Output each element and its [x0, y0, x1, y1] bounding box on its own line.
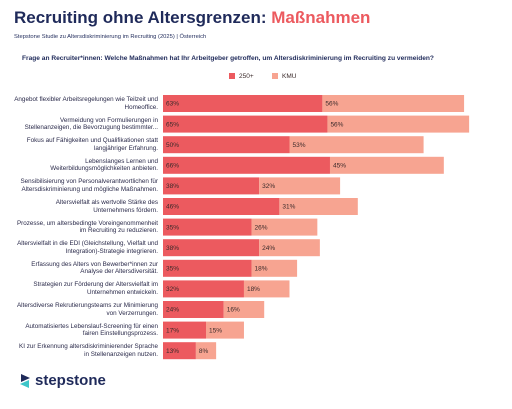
bar-segment	[251, 218, 318, 236]
value-label: 24%	[262, 245, 275, 252]
title-highlight: Maßnahmen	[271, 8, 371, 27]
bar-segment	[322, 95, 465, 112]
logo-text: stepstone	[35, 372, 106, 389]
bar-segment	[163, 177, 260, 195]
category-label: Erfassung des Alters von Bewerber*innen …	[31, 260, 158, 276]
bar-segment	[163, 136, 290, 154]
value-label: 16%	[227, 307, 240, 314]
value-label: 66%	[166, 163, 179, 170]
value-label: 18%	[247, 286, 260, 293]
value-label: 50%	[166, 142, 179, 149]
value-label: 56%	[325, 101, 338, 108]
bar-segment	[223, 301, 265, 318]
value-label: 32%	[262, 183, 275, 190]
category-label: Automatisiertes Lebenslauf-Screening für…	[25, 322, 158, 338]
bar-segment	[163, 198, 280, 215]
bar-segment	[289, 136, 424, 154]
category-label: Fokus auf Fähigkeiten und Qualifikatione…	[26, 137, 158, 152]
value-label: 38%	[166, 245, 179, 252]
value-label: 8%	[199, 348, 209, 355]
bar-segment	[163, 321, 207, 339]
value-label: 46%	[166, 204, 179, 211]
bar-segment	[279, 198, 358, 215]
bar-segment	[259, 177, 341, 195]
category-label: Altersvielfalt in die EDI (Gleichstellun…	[17, 240, 158, 255]
bar-segment	[163, 156, 330, 174]
value-label: 56%	[330, 121, 343, 128]
category-label: Altersvielfalt als wertvolle Stärke des …	[55, 199, 158, 214]
value-label: 24%	[166, 307, 179, 314]
value-label: 31%	[282, 204, 295, 211]
legend-swatch	[272, 73, 278, 79]
bar-segment	[327, 115, 470, 133]
bar-segment	[163, 280, 244, 298]
value-label: 13%	[166, 348, 179, 355]
bar-segment	[163, 115, 328, 133]
value-label: 38%	[166, 183, 179, 190]
bar-segment	[163, 342, 196, 360]
value-label: 32%	[166, 286, 179, 293]
value-label: 65%	[166, 121, 179, 128]
legend-label: 250+	[239, 73, 254, 80]
category-label: Angebot flexibler Arbeitsregelungen wie …	[14, 96, 158, 111]
bar-segment	[329, 156, 444, 174]
value-label: 18%	[255, 266, 268, 273]
question: Frage an Recruiter*innen: Welche Maßnahm…	[22, 55, 434, 62]
category-label: Sensibilisierung von Personalverantwortl…	[20, 178, 158, 193]
category-label: KI zur Erkennung altersdiskriminierender…	[19, 343, 158, 358]
bar-segment	[163, 95, 323, 112]
subtitle: Stepstone Studie zu Altersdiskriminierun…	[14, 34, 207, 40]
bar-segment	[206, 321, 244, 339]
category-label: Altersdiverse Rekrutierungsteams zur Min…	[16, 302, 158, 317]
bar-segment	[259, 239, 320, 257]
bar-segment	[243, 280, 290, 298]
category-label: Lebenslanges Lernen und Weiterbildungsmö…	[50, 157, 158, 173]
value-label: 35%	[166, 266, 179, 273]
title: Recruiting ohne Altersgrenzen: Maßnahmen	[14, 8, 370, 28]
value-label: 53%	[293, 142, 306, 149]
title-main: Recruiting ohne Altersgrenzen:	[14, 8, 267, 27]
value-label: 17%	[166, 327, 179, 334]
legend-label: KMU	[282, 73, 297, 80]
bar-segment	[195, 342, 217, 360]
value-label: 63%	[166, 101, 179, 108]
value-label: 45%	[333, 163, 346, 170]
bar-segment	[163, 301, 224, 318]
category-label: Vermeidung von Formulierungen in Stellen…	[24, 116, 158, 132]
logo-icon	[20, 373, 30, 388]
bar-segment	[163, 239, 260, 257]
category-label: Prozesse, um altersbedingte Voreingenomm…	[16, 219, 158, 235]
value-label: 35%	[166, 224, 179, 231]
category-label: Strategien zur Förderung der Altersvielf…	[33, 281, 158, 296]
value-label: 26%	[255, 224, 268, 231]
value-label: 15%	[209, 327, 222, 334]
legend-swatch	[229, 73, 235, 79]
bar-segment	[163, 259, 252, 277]
logo: stepstone	[18, 372, 106, 389]
bar-segment	[251, 259, 298, 277]
bar-segment	[163, 218, 252, 236]
